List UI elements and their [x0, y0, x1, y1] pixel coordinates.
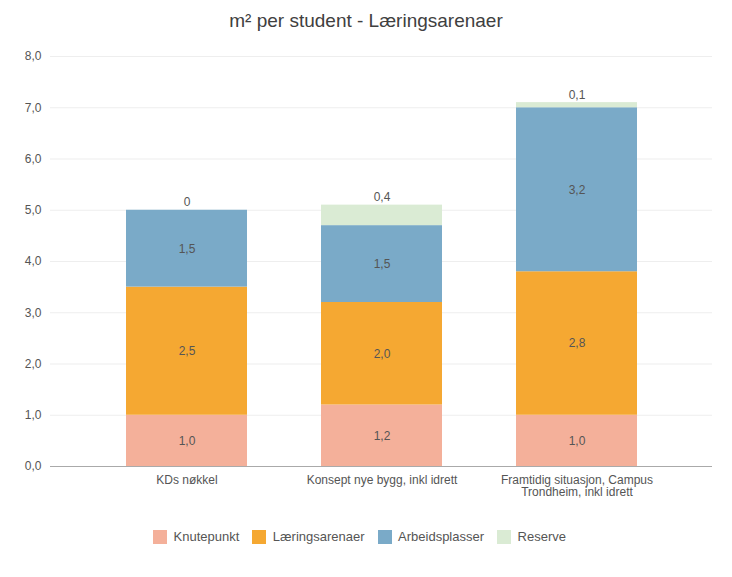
- svg-text:3,0: 3,0: [25, 306, 42, 320]
- html-text:m² per student - Læringsarenae: m² per student - Læringsarenaer: [229, 10, 503, 31]
- svg-text:8,0: 8,0: [25, 49, 42, 63]
- svg-text:0,1: 0,1: [569, 88, 586, 102]
- html-text:Arbeidsplasser: Arbeidsplasser: [398, 529, 485, 544]
- svg-text:Konsept nye bygg, inkl idrett: Konsept nye bygg, inkl idrett: [307, 473, 458, 487]
- svg-text:1,0: 1,0: [25, 408, 42, 422]
- svg-text:1,5: 1,5: [179, 242, 196, 256]
- svg-text:2,0: 2,0: [374, 347, 391, 361]
- html-text:Knutepunkt: Knutepunkt: [173, 529, 240, 544]
- svg-text:1,5: 1,5: [374, 257, 391, 271]
- html-text:Læringsarenaer: Læringsarenaer: [272, 529, 365, 544]
- svg-text:5,0: 5,0: [25, 203, 42, 217]
- svg-text:3,2: 3,2: [569, 183, 586, 197]
- svg-text:0: 0: [184, 195, 191, 209]
- svg-text:1,0: 1,0: [569, 434, 586, 448]
- svg-text:0,0: 0,0: [25, 459, 42, 473]
- html-text:Reserve: Reserve: [517, 529, 566, 544]
- svg-text:7,0: 7,0: [25, 101, 42, 115]
- svg-text:2,0: 2,0: [25, 357, 42, 371]
- svg-text:Framtidig situasjon, CampusTro: Framtidig situasjon, CampusTrondheim, in…: [501, 473, 653, 499]
- svg-text:2,5: 2,5: [179, 344, 196, 358]
- svg-text:KDs nøkkel: KDs nøkkel: [156, 473, 217, 487]
- svg-text:1,2: 1,2: [374, 429, 391, 443]
- svg-text:0,4: 0,4: [374, 190, 391, 204]
- svg-text:6,0: 6,0: [25, 152, 42, 166]
- svg-text:4,0: 4,0: [25, 254, 42, 268]
- svg-text:2,8: 2,8: [569, 336, 586, 350]
- svg-text:1,0: 1,0: [179, 434, 196, 448]
